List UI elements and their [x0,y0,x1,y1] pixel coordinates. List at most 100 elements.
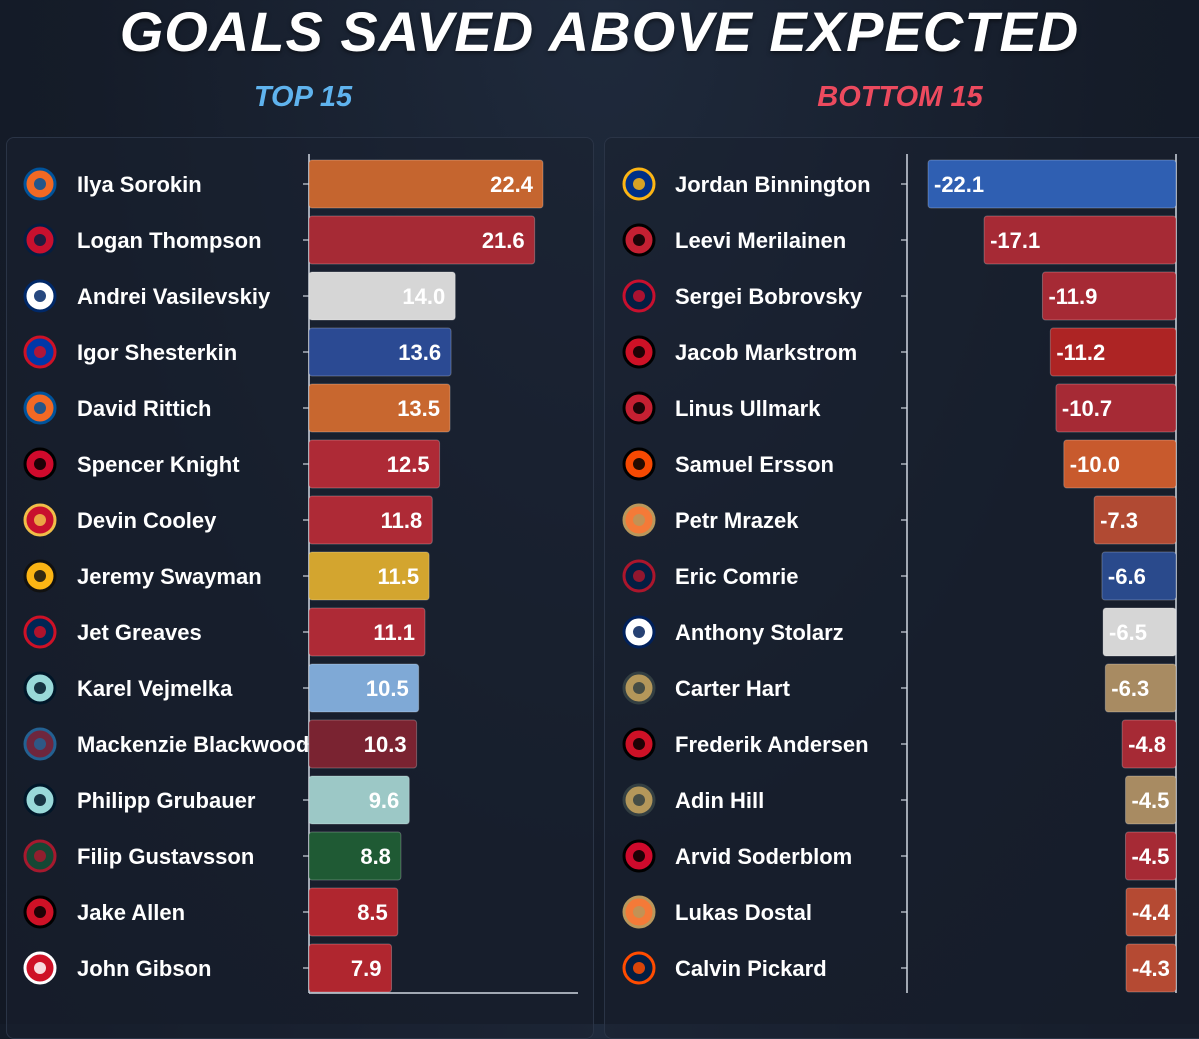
golden-knights-logo-icon [622,671,656,705]
bar [983,215,1177,265]
value-label: -4.5 [1132,788,1170,813]
senators-logo-icon [622,223,656,257]
goalie-name: Andrei Vasilevskiy [77,284,271,309]
bar [308,551,430,601]
top-15-panel: Ilya Sorokin 22.4 Logan Thompson 21.6 Andrei… [6,137,594,1039]
value-label: 14.0 [402,284,445,309]
lightning-logo-icon [23,279,57,313]
value-label: 21.6 [482,228,525,253]
ducks-logo-icon [622,503,656,537]
wild-logo-icon [23,839,57,873]
bar [308,215,536,265]
value-label: 13.6 [398,340,441,365]
value-label: -6.6 [1108,564,1146,589]
capitals-logo-icon [23,223,57,257]
bar [1055,383,1177,433]
goalie-name: Adin Hill [675,788,764,813]
value-label: -10.7 [1062,396,1112,421]
blues-logo-icon [622,167,656,201]
blackhawks-logo-icon [23,447,57,481]
bar [1125,887,1177,937]
flames-logo-icon [23,503,57,537]
bottom-15-subtitle: BOTTOM 15 [817,81,983,113]
goalie-name: Logan Thompson [77,228,262,253]
golden-knights-logo-icon [622,783,656,817]
bar [308,943,393,993]
goalie-name: Philipp Grubauer [77,788,256,813]
panthers-logo-icon [622,279,656,313]
bar [308,663,420,713]
bar [1121,719,1177,769]
value-label: 12.5 [387,452,430,477]
goalie-name: Mackenzie Blackwood [77,732,309,757]
value-label: 7.9 [351,956,382,981]
bar [1093,495,1177,545]
goalie-name: Devin Cooley [77,508,217,533]
value-label: -7.3 [1100,508,1138,533]
value-label: -4.8 [1128,732,1166,757]
bar [1125,831,1177,881]
oilers-logo-icon [622,951,656,985]
value-label: 10.3 [364,732,407,757]
value-label: -10.0 [1070,452,1120,477]
goalie-name: Lukas Dostal [675,900,812,925]
bottom-15-panel: Jordan Binnington -22.1 Leevi Merilainen -1… [604,137,1199,1039]
value-label: -4.5 [1132,844,1170,869]
goalie-name: Jordan Binnington [675,172,871,197]
bar [1063,439,1177,489]
goalie-name: Jake Allen [77,900,185,925]
value-label: -4.4 [1132,900,1171,925]
bar [308,775,410,825]
value-label: 8.8 [360,844,391,869]
chart-title: GOALS SAVED ABOVE EXPECTED [119,0,1080,63]
kraken-logo-icon [23,671,57,705]
ducks-logo-icon [622,895,656,929]
bar [1104,663,1177,713]
bar [308,271,456,321]
value-label: 8.5 [357,900,388,925]
value-label: -17.1 [990,228,1040,253]
bottom-15-chart: Jordan Binnington -22.1 Leevi Merilainen -1… [622,154,1177,993]
goalie-name: Eric Comrie [675,564,799,589]
avalanche-logo-icon [23,727,57,761]
goalie-name: Arvid Soderblom [675,844,852,869]
goalie-name: Frederik Andersen [675,732,869,757]
blue-jackets-logo-icon [23,615,57,649]
goalie-name: Petr Mrazek [675,508,799,533]
value-label: -22.1 [934,172,984,197]
top-15-subtitle: TOP 15 [253,81,353,113]
goalie-name: Carter Hart [675,676,791,701]
value-label: -6.3 [1111,676,1149,701]
flyers-logo-icon [622,447,656,481]
bar [1125,775,1177,825]
bar [1102,607,1177,657]
bar [308,831,402,881]
value-label: 13.5 [397,396,440,421]
value-label: -11.9 [1048,284,1097,309]
goalie-name: Sergei Bobrovsky [675,284,863,309]
value-label: 11.8 [381,508,423,533]
devils-logo-icon [23,895,57,929]
top-15-chart: Ilya Sorokin 22.4 Logan Thompson 21.6 Andrei… [23,154,578,994]
bar [308,439,441,489]
goalie-name: Calvin Pickard [675,956,827,981]
goalie-name: Anthony Stolarz [675,620,844,645]
maple-leafs-logo-icon [622,615,656,649]
goalie-name: Spencer Knight [77,452,240,477]
value-label: -6.5 [1109,620,1147,645]
value-label: 22.4 [490,172,534,197]
goalie-name: Leevi Merilainen [675,228,846,253]
bar [1041,271,1177,321]
goalie-name: Igor Shesterkin [77,340,237,365]
bar [308,719,418,769]
bar [308,327,452,377]
bar [308,383,451,433]
bar [308,887,399,937]
senators-logo-icon [622,391,656,425]
bar [1049,327,1177,377]
islanders-logo-icon [23,167,57,201]
jets-logo-icon [622,559,656,593]
islanders-logo-icon [23,391,57,425]
bar [308,495,433,545]
value-label: -4.3 [1132,956,1170,981]
